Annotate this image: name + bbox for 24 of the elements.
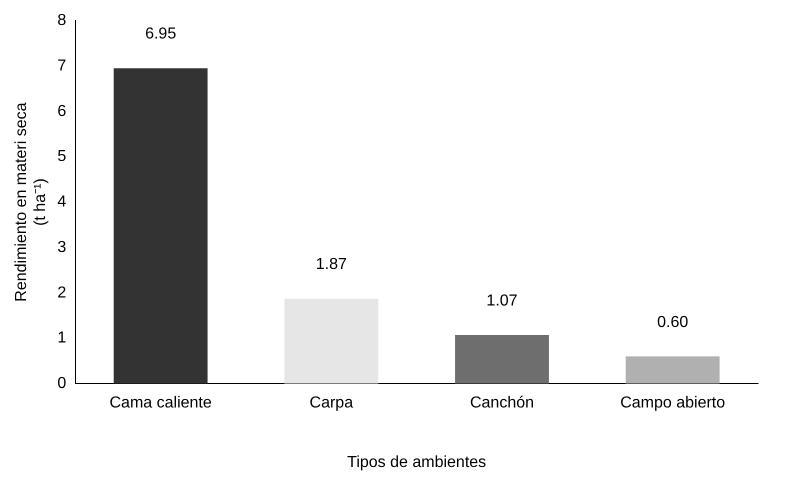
- data-label: 0.60: [657, 314, 688, 331]
- y-tick-label: 8: [57, 12, 66, 30]
- y-tick-label: 4: [57, 194, 66, 211]
- text: Rendimiento en materi seca: [13, 102, 30, 302]
- y-tick-label: 3: [57, 238, 66, 256]
- y-tick-label: 5: [57, 148, 66, 166]
- y-tick-label: 2: [57, 284, 66, 302]
- y-tick-label: 7: [57, 57, 66, 74]
- data-label: 1.87: [316, 256, 347, 274]
- bar: [455, 335, 549, 384]
- y-tick-label: 6: [57, 102, 66, 120]
- x-tick-label: Canchón: [470, 394, 534, 412]
- bar: [284, 298, 378, 384]
- data-label: 6.95: [145, 26, 176, 43]
- data-label: 1.07: [486, 292, 518, 310]
- x-tick-label: Cama caliente: [109, 394, 212, 412]
- y-tick-label: 0: [57, 375, 66, 392]
- x-axis-title: Tipos de ambientes: [347, 454, 486, 471]
- x-tick-label: Campo abierto: [620, 394, 726, 412]
- y-tick-label: 1: [57, 330, 66, 347]
- bar: [114, 68, 208, 384]
- text: (t ha⁻¹): [32, 178, 50, 226]
- x-tick-label: Carpa: [310, 394, 354, 412]
- bar: [626, 356, 720, 384]
